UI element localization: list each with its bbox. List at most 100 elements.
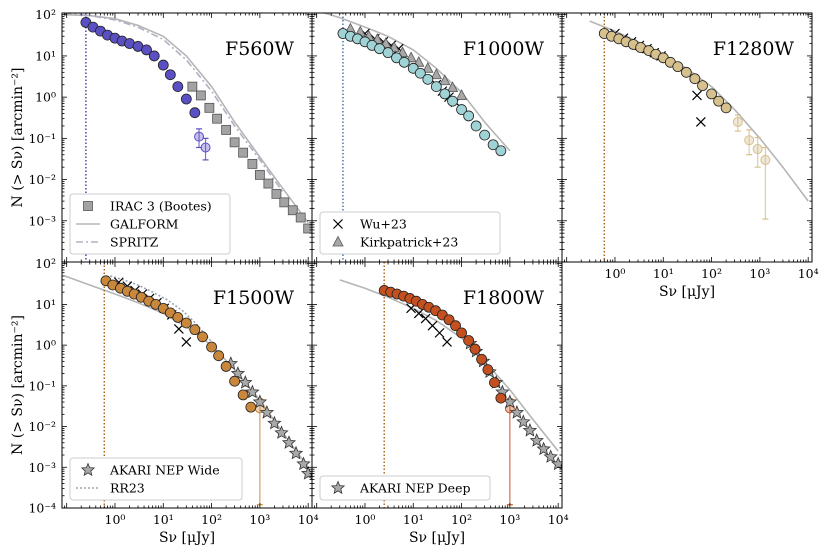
y-tick-label: 10⁰ [35,338,56,353]
akari-nep-wide-point [288,445,304,460]
miri-faint-point [744,135,755,146]
miri-count-point [672,61,684,73]
miri-count-point [489,377,500,389]
y-tick-label: 10⁻¹ [28,378,56,393]
legend-marker [330,480,346,495]
wu-23-point [695,117,706,127]
x-tick-label: 10³ [249,512,270,527]
x-tick-label: 10⁴ [798,266,819,281]
irac-3-bootes--point [229,137,240,148]
panel-frame [311,261,563,509]
miri-count-point [456,104,467,115]
miri-count-point [450,320,461,332]
miri-count-point [189,107,201,119]
legend: IRAC 3 (Bootes) GALFORM SPRITZ [69,193,231,255]
miri-count-point [495,392,507,404]
miri-count-point [180,93,192,105]
legend-label: SPRITZ [110,235,159,250]
panel-title: F1280W [713,38,795,60]
miri-count-point [495,145,507,157]
miri-count-point [447,95,458,107]
x-tick-label: 10³ [749,266,770,281]
y-tick-label: 10² [35,256,56,271]
miri-count-point [189,324,201,336]
miri-count-point [220,361,232,372]
miri-count-point [697,80,708,92]
wu-23-point [442,336,452,347]
miri-count-point [172,81,184,93]
legend-marker [332,235,344,247]
miri-faint-point [200,142,211,153]
panel-title: F560W [225,38,294,60]
miri-count-point [382,47,394,59]
irac-3-bootes--point [279,197,290,208]
miri-faint-point [752,144,763,155]
irac-3-bootes--point [204,102,215,113]
panel-f1280w: F1280W 10⁰ 10¹ 10² 10³ 10⁴ Sν [μJy] [561,12,819,300]
kirkpatrick-23-point [446,81,459,93]
miri-count-point [720,102,732,114]
panel-f1000w: F1000W Wu+23 Kirkpatrick+23 [311,12,563,263]
akari-nep-deep-point [529,433,544,447]
miri-count-point [470,120,482,132]
irac-3-bootes--point [247,158,258,169]
legend-label: Wu+23 [360,217,407,232]
miri-count-point [422,73,434,85]
akari-nep-deep-point [509,405,525,419]
y-tick-label: 10¹ [35,297,56,312]
x-tick-label: 10² [701,266,722,281]
miri-count-point [414,67,426,79]
x-tick-label: 10² [451,512,472,527]
miri-count-point [430,81,442,93]
miri-count-point [237,389,249,401]
miri-count-point [487,139,499,151]
akari-nep-deep-point [536,441,551,456]
miri-count-point [469,343,481,355]
wu-23-point [181,336,192,347]
miri-count-point [197,331,208,343]
wu-23-point [434,327,445,338]
y-tick-label: 10⁻³ [28,460,56,475]
akari-nep-wide-point [267,415,282,430]
plot-area [64,262,312,508]
miri-count-point [479,129,491,141]
kirkpatrick-23-point [455,89,468,100]
legend-box [69,457,243,501]
legend: AKARI NEP Wide RR23 [69,457,243,501]
galform-curve [321,13,511,152]
panel-title: F1500W [213,287,295,309]
wu-23-point [692,90,702,101]
legend-marker [83,201,93,211]
irac-3-bootes--point [303,223,312,234]
akari-nep-deep-point [516,414,531,429]
miri-count-point [157,59,169,71]
kirkpatrick-23-point [430,68,442,80]
x-tick-label: 10⁴ [548,512,569,527]
irac-3-bootes--point [238,147,249,158]
irac-3-bootes--point [295,212,306,223]
x-tick-label: 10⁰ [105,512,126,527]
akari-nep-wide-point [238,375,253,389]
irac-3-bootes--point [263,178,274,189]
legend-label: RR23 [110,481,145,496]
y-tick-label: 10⁻⁴ [28,501,56,516]
x-axis-label: Sν [μJy] [409,530,465,546]
miri-count-point [463,110,475,122]
rr23-curve [110,275,213,343]
miri-count-point [713,95,725,107]
miri-count-point [398,56,410,68]
miri-faint-point [194,131,205,142]
legend-box [319,211,501,255]
akari-nep-wide-point [296,456,311,471]
irac-3-bootes--point [195,90,206,101]
miri-count-point [439,88,451,100]
legend-marker [333,219,343,229]
miri-count-point [476,353,488,365]
x-tick-label: 10¹ [653,266,674,281]
panel-f1500w: F1500W 10⁻⁴ 10⁻³ 10⁻² 10⁻¹ 10⁰ 10¹ 10² N (> Sν) … [10,256,319,546]
miri-count-point [229,375,241,387]
ticks [561,13,812,263]
panel-title: F1800W [463,287,545,309]
x-tick-label: 10³ [499,512,520,527]
